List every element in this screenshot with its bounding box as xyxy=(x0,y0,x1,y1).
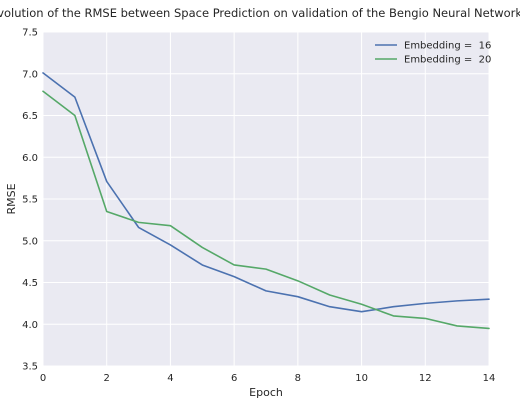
series-line-1 xyxy=(42,72,490,313)
x-axis-label: Epoch xyxy=(249,386,283,399)
x-tick-label: 14 xyxy=(483,373,496,384)
x-tick-label: 12 xyxy=(419,373,432,384)
legend-label-2: Embedding = 20 xyxy=(404,55,491,66)
x-tick-label: 4 xyxy=(167,373,173,384)
legend-label-1: Embedding = 16 xyxy=(404,41,491,52)
y-tick-label: 3.5 xyxy=(22,362,38,373)
series-line-2 xyxy=(42,90,490,330)
grid-lines xyxy=(42,31,490,367)
y-tick-label: 7.0 xyxy=(22,69,38,80)
y-tick-label: 4.5 xyxy=(22,278,38,289)
x-tick-label: 0 xyxy=(40,373,46,384)
y-tick-labels: 3.5 4.0 4.5 5.0 5.5 6.0 6.5 7.0 7.5 xyxy=(22,28,38,373)
y-axis-label: RMSE xyxy=(5,183,18,214)
x-tick-label: 2 xyxy=(104,373,110,384)
y-tick-label: 5.5 xyxy=(22,195,38,206)
series-lines xyxy=(42,72,490,330)
x-tick-label: 8 xyxy=(295,373,301,384)
y-tick-label: 5.0 xyxy=(22,236,38,247)
chart-title: Evolution of the RMSE between Space Pred… xyxy=(0,6,520,20)
y-tick-label: 7.5 xyxy=(22,28,38,39)
y-tick-label: 6.0 xyxy=(22,153,38,164)
y-tick-label: 4.0 xyxy=(22,320,38,331)
x-tick-label: 6 xyxy=(231,373,237,384)
x-tick-label: 10 xyxy=(355,373,368,384)
y-tick-label: 6.5 xyxy=(22,111,38,122)
legend: Embedding = 16 Embedding = 20 xyxy=(375,41,491,66)
x-tick-labels: 0 2 4 6 8 10 12 14 xyxy=(40,373,496,384)
